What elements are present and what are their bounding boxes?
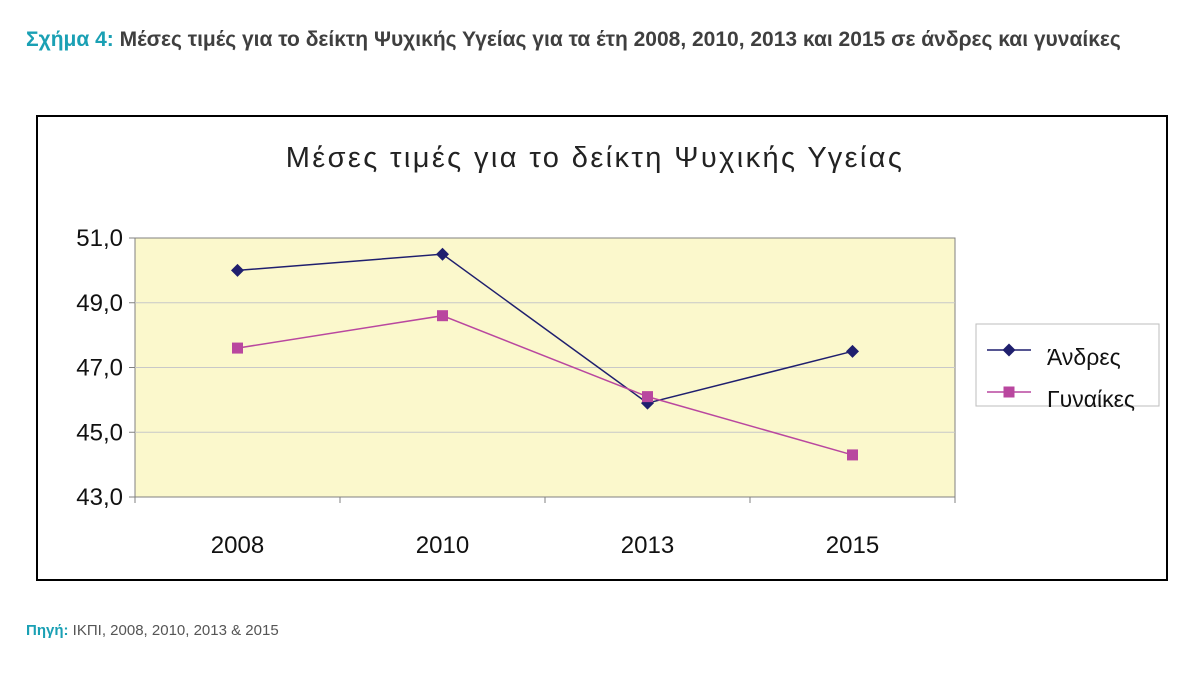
data-point [437,310,448,322]
series-square [232,310,858,461]
data-point [436,247,449,261]
data-point [231,263,244,277]
data-point [232,342,243,354]
legend-marker [1002,343,1016,357]
series-diamond [231,247,859,410]
data-point [847,449,858,461]
x-tick-label: 2010 [416,532,469,559]
source-text: ΙΚΠΙ, 2008, 2010, 2013 & 2015 [72,622,279,639]
legend-label: Γυναίκες [1047,386,1135,412]
x-tick-label: 2008 [211,532,264,559]
legend: Άνδρες Γυναίκες [987,343,1135,412]
data-point [642,391,653,403]
series-line [237,253,853,404]
x-tick-label: 2015 [826,532,879,559]
figure-caption: Σχήμα 4: Μέσες τιμές για το δείκτη Ψυχικ… [26,24,1126,55]
series-layer [231,247,859,461]
legend-label: Άνδρες [1047,344,1121,370]
data-point [846,344,859,358]
y-tick-label: 49,0 [76,290,123,317]
figure-caption-label: Σχήμα 4: [26,28,114,51]
source-note: Πηγή: ΙΚΠΙ, 2008, 2010, 2013 & 2015 [26,622,279,639]
legend-marker [1003,386,1015,398]
y-tick-label: 45,0 [76,419,123,446]
x-tick-label: 2013 [621,532,674,559]
axes: 43,0 45,0 47,0 49,0 51,0 2008 2010 2013 2015 [76,225,956,559]
y-tick-label: 51,0 [76,225,123,252]
figure-caption-text: Μέσες τιμές για το δείκτη Ψυχικής Υγείας… [119,28,1121,51]
series-line [237,314,853,456]
chart-title: Μέσες τιμές για το δείκτη Ψυχικής Υγείας [286,142,905,174]
gridlines [135,302,955,433]
y-tick-label: 47,0 [76,355,123,382]
source-label: Πηγή: [26,622,69,639]
y-tick-label: 43,0 [76,484,123,511]
